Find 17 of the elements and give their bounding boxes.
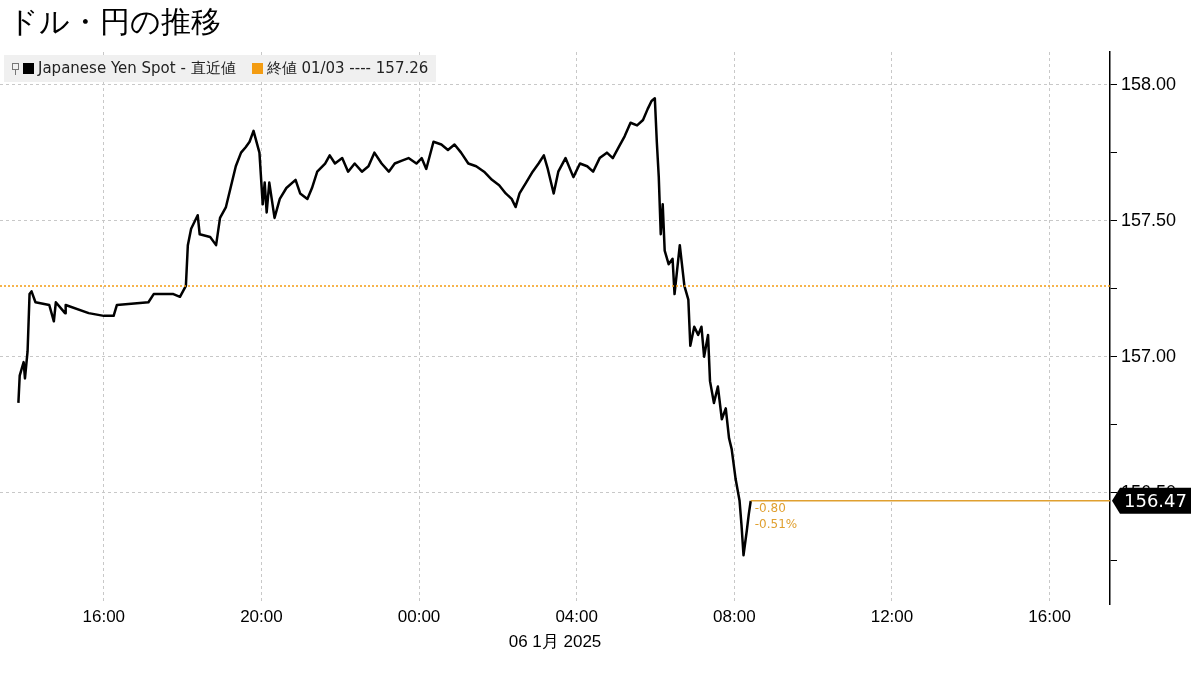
y-tick-label: 158.00	[1121, 73, 1177, 94]
x-tick-label: 16:00	[82, 607, 126, 627]
x-axis-title: 06 1月 2025	[508, 632, 602, 652]
x-tick-label: 04:00	[555, 607, 598, 627]
ref-line-label: 156.47	[1124, 489, 1187, 511]
y-tick-label: 157.00	[1121, 345, 1177, 366]
x-tick-label: 08:00	[713, 607, 756, 627]
annotation: -0.51%	[754, 516, 798, 531]
x-tick-label: 12:00	[870, 607, 914, 627]
legend-label: 終値 01/03 ---- 157.26	[266, 59, 429, 78]
x-tick-label: 20:00	[240, 607, 283, 627]
y-tick-label: 157.50	[1121, 209, 1177, 230]
legend-label: Japanese Yen Spot - 直近値	[38, 59, 236, 78]
x-tick-label: 00:00	[397, 607, 441, 627]
x-tick-label: 16:00	[1028, 607, 1071, 627]
chart-title: ドル・円の推移	[8, 3, 221, 41]
annotation: -0.80	[754, 500, 786, 515]
